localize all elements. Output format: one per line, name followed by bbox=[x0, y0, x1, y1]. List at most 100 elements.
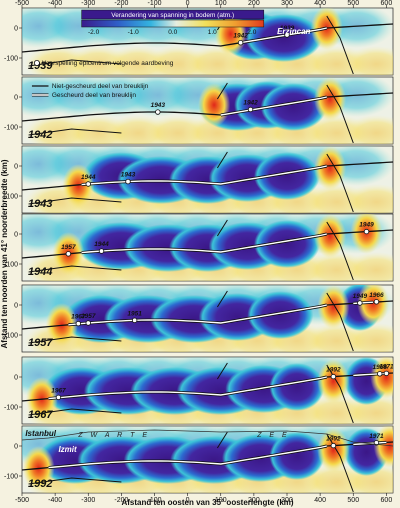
quake-year-label: 1949 bbox=[359, 222, 374, 229]
stress-increase-lobe bbox=[314, 77, 347, 121]
quake-year-label: 1939 bbox=[280, 25, 295, 32]
y-tick-label: -100 bbox=[4, 333, 18, 340]
x-tick-label-bottom: 400 bbox=[314, 497, 326, 504]
epicenter-marker bbox=[383, 370, 390, 377]
panel-1944: 1944 1957 1949 1944 bbox=[21, 213, 394, 282]
x-tick-label-top: 200 bbox=[248, 0, 260, 7]
stress-lobe bbox=[342, 395, 393, 424]
stress-increase-lobe bbox=[198, 83, 231, 127]
x-tick-label-top: -500 bbox=[15, 0, 29, 7]
epicenter-marker bbox=[377, 371, 383, 377]
y-tick-label: 0 bbox=[14, 444, 18, 451]
stress-lobe bbox=[342, 115, 393, 144]
quake-year-label: 1992 bbox=[326, 367, 341, 374]
stress-shadow-lobe bbox=[269, 363, 325, 411]
stress-increase-lobe bbox=[314, 146, 347, 190]
stress-field bbox=[22, 285, 393, 352]
epicenter-marker bbox=[373, 299, 380, 305]
x-tick-label-bottom: -300 bbox=[81, 497, 95, 504]
panel-year-label: 1943 bbox=[28, 198, 52, 210]
x-tick-label-bottom: 0 bbox=[186, 497, 190, 504]
epicenter-marker bbox=[85, 181, 91, 187]
stress-increase-lobe bbox=[62, 164, 95, 208]
branch-fault bbox=[28, 265, 122, 273]
epicenter-marker bbox=[357, 300, 363, 306]
panel-year-label: 1992 bbox=[28, 478, 52, 490]
branch-fault bbox=[216, 82, 228, 100]
y-tick-label: 0 bbox=[14, 303, 18, 310]
panel-year-label: 1944 bbox=[28, 266, 52, 278]
x-tick-label-bottom: 600 bbox=[381, 497, 393, 504]
y-tick-label: 0 bbox=[14, 232, 18, 239]
x-tick-label-bottom: 300 bbox=[281, 497, 293, 504]
stress-increase-lobe bbox=[317, 359, 350, 403]
y-tick-label: -100 bbox=[4, 262, 18, 269]
epicenter-marker bbox=[330, 373, 337, 380]
quake-year-label: 1951 bbox=[127, 310, 142, 317]
x-tick-label-top: -300 bbox=[81, 0, 95, 7]
epicenter-marker bbox=[75, 320, 82, 327]
x-tick-label-top: 600 bbox=[381, 0, 393, 7]
epicenter-marker bbox=[65, 251, 72, 257]
stress-shadow-lobe bbox=[247, 291, 314, 339]
y-tick-label: 0 bbox=[14, 375, 18, 382]
branch-fault bbox=[28, 408, 122, 416]
epicenter-marker bbox=[330, 442, 337, 449]
x-tick-label-top: -400 bbox=[48, 0, 62, 7]
x-tick-label-top: 0 bbox=[186, 0, 190, 7]
y-tick-label: 0 bbox=[14, 95, 18, 102]
x-tick-label-top: -100 bbox=[147, 0, 161, 7]
stress-shadow-lobe bbox=[254, 152, 320, 200]
broken-fault bbox=[81, 233, 327, 254]
branch-fault bbox=[216, 362, 228, 380]
colorbar-tick: 1.0 bbox=[208, 29, 217, 36]
branch-fault bbox=[28, 477, 122, 485]
branch-fault bbox=[326, 292, 354, 352]
x-tick-label-bottom: -400 bbox=[48, 497, 62, 504]
x-tick-label-top: 500 bbox=[347, 0, 359, 7]
stress-shadow-lobe bbox=[245, 14, 323, 62]
panel-year-label: 1967 bbox=[28, 409, 53, 421]
colorbar-title-box bbox=[81, 9, 265, 20]
epicenter-marker bbox=[55, 394, 62, 401]
colorbar-title: Verandering van spanning in bodem (atm.) bbox=[111, 12, 234, 19]
y-tick-label: 0 bbox=[14, 164, 18, 171]
x-tick-label-bottom: -100 bbox=[147, 497, 161, 504]
erzincan-label: Erzincan bbox=[277, 27, 310, 36]
legend-unbroken-label: Niet-gescheurd deel van breuklijn bbox=[52, 83, 149, 90]
izmit-label: Izmit bbox=[58, 445, 77, 454]
stress-lobe bbox=[342, 252, 393, 281]
branch-fault bbox=[326, 84, 354, 144]
x-tick-label-top: 100 bbox=[215, 0, 227, 7]
quake-year-label: 1957 bbox=[61, 244, 76, 251]
x-tick-label-top: 400 bbox=[314, 0, 326, 7]
x-tick-label-bottom: -200 bbox=[114, 497, 128, 504]
y-tick-label: -100 bbox=[4, 194, 18, 201]
colorbar-tick: 0.0 bbox=[168, 29, 177, 36]
stress-field bbox=[22, 146, 393, 213]
sea-label-a: Z W A R T E bbox=[77, 432, 150, 439]
quake-year-label: 1971 bbox=[379, 363, 394, 370]
broken-fault bbox=[353, 301, 374, 305]
epicenter-marker bbox=[98, 248, 105, 254]
branch-fault bbox=[326, 15, 354, 75]
branch-fault bbox=[216, 431, 228, 449]
epicenter-marker bbox=[85, 320, 91, 326]
branch-fault bbox=[326, 153, 354, 213]
epicenter-marker bbox=[155, 109, 161, 115]
branch-fault bbox=[216, 290, 228, 308]
panel-year-label: 1942 bbox=[28, 129, 52, 141]
branch-fault bbox=[28, 128, 122, 136]
broken-fault bbox=[48, 445, 327, 469]
broken-fault bbox=[68, 304, 327, 326]
colorbar bbox=[81, 19, 265, 28]
y-tick-label: -100 bbox=[4, 125, 18, 132]
stress-field bbox=[22, 357, 393, 424]
y-tick-label: -100 bbox=[4, 474, 18, 481]
branch-fault bbox=[28, 59, 122, 67]
epicenter-marker bbox=[363, 228, 370, 235]
colorbar-tick: 2.0 bbox=[247, 29, 256, 36]
quake-year-label: 1944 bbox=[81, 174, 96, 181]
